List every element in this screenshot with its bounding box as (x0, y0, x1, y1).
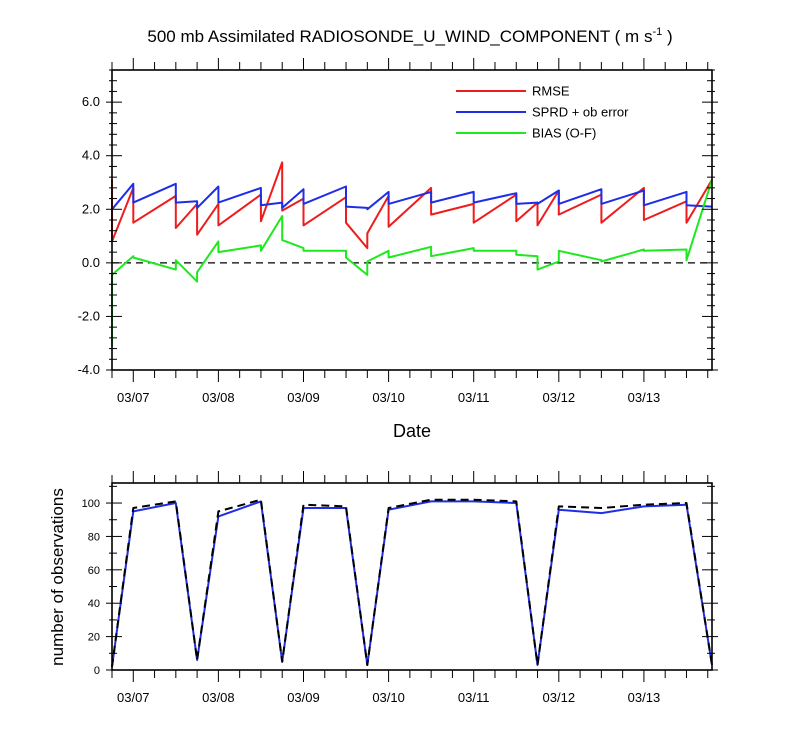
bottom-y-axis-label: number of observations (48, 488, 67, 666)
y-tick-label: 2.0 (82, 201, 100, 216)
legend-label: BIAS (O-F) (532, 126, 596, 141)
legend-item-rmse: RMSE (456, 84, 570, 99)
series-line-sprd-ob-error (111, 182, 713, 211)
chart-title-superscript: -1 (652, 26, 662, 38)
y-tick-label: 80 (88, 531, 100, 543)
y-tick-label: 0.0 (82, 255, 100, 270)
series-line-observations-total (111, 498, 713, 667)
y-tick-label: -4.0 (78, 362, 100, 377)
y-tick-label: 4.0 (82, 148, 100, 163)
x-tick-label: 03/07 (117, 390, 150, 405)
bottom-tick-layer: 0 20 40 60 80 100 03/07 03/08 03/09 03/10 03/11 03/… (82, 471, 718, 705)
top-x-axis-label: Date (393, 421, 431, 441)
x-tick-label: 03/11 (458, 690, 490, 705)
top-chart-panel: -4.0 -2.0 0.0 2.0 4.0 6.0 03/07 03/08 03/09 03/10… (78, 58, 718, 405)
x-tick-label: 03/09 (287, 390, 320, 405)
series-line-bias-o-f (111, 179, 713, 346)
series-line-observations-used (111, 500, 713, 667)
series-line-rmse (111, 161, 713, 250)
y-tick-label: 60 (88, 565, 100, 577)
x-tick-label: 03/07 (117, 690, 150, 705)
top-tick-layer: -4.0 -2.0 0.0 2.0 4.0 6.0 03/07 03/08 03/09 03/10… (78, 58, 718, 405)
chart-title: 500 mb Assimilated RADIOSONDE_U_WIND_COM… (147, 26, 672, 46)
y-tick-label: 6.0 (82, 94, 100, 109)
y-tick-label: 0 (94, 665, 100, 677)
legend-label: RMSE (532, 84, 570, 99)
x-tick-label: 03/09 (287, 690, 320, 705)
y-tick-label: -2.0 (78, 308, 100, 323)
x-tick-label: 03/08 (202, 390, 235, 405)
y-tick-label: 40 (88, 598, 100, 610)
legend-label: SPRD + ob error (532, 105, 629, 120)
legend-item-sprd-ob-error: SPRD + ob error (456, 105, 629, 120)
x-tick-label: 03/12 (543, 690, 576, 705)
x-tick-label: 03/13 (628, 690, 661, 705)
x-tick-label: 03/08 (202, 690, 235, 705)
y-tick-label: 100 (82, 498, 100, 510)
legend-item-bias-o-f: BIAS (O-F) (456, 126, 596, 141)
chart-title-main: 500 mb Assimilated RADIOSONDE_U_WIND_COM… (147, 27, 652, 46)
x-tick-label: 03/13 (628, 390, 661, 405)
top-series-layer (111, 161, 713, 346)
bottom-series-layer (111, 498, 713, 667)
x-tick-label: 03/12 (543, 390, 576, 405)
bottom-chart-panel: 0 20 40 60 80 100 03/07 03/08 03/09 03/10 03/11 03/… (82, 471, 718, 705)
top-plot-frame (111, 69, 713, 371)
x-tick-label: 03/10 (372, 390, 405, 405)
x-tick-label: 03/11 (458, 390, 490, 405)
chart-title-suffix: ) (662, 27, 672, 46)
y-tick-label: 20 (88, 632, 100, 644)
x-tick-label: 03/10 (372, 690, 405, 705)
bottom-plot-frame (111, 482, 713, 671)
top-legend: RMSE SPRD + ob error BIAS (O-F) (456, 84, 629, 141)
